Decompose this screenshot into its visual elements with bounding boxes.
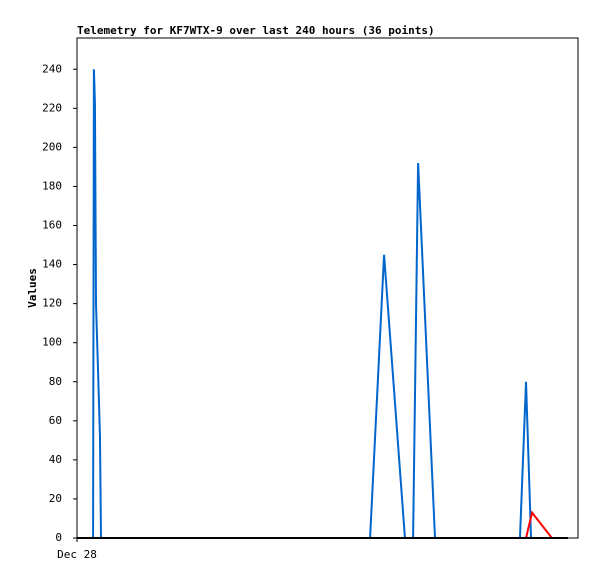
y-tick-label: 140 — [42, 258, 62, 271]
y-tick-label: 80 — [49, 375, 62, 388]
y-axis-label: Values — [26, 268, 39, 308]
y-tick-label: 240 — [42, 62, 62, 75]
y-tick-label: 120 — [42, 297, 62, 310]
plot-frame — [76, 37, 579, 539]
chart-title: Telemetry for KF7WTX-9 over last 240 hou… — [77, 24, 435, 37]
y-tick-label: 40 — [49, 453, 62, 466]
y-tick-label: 180 — [42, 179, 62, 192]
y-tick-label: 160 — [42, 219, 62, 232]
y-tick-label: 60 — [49, 414, 62, 427]
y-tick-label: 0 — [55, 531, 62, 544]
series-line — [92, 69, 568, 539]
y-tick-label: 20 — [49, 492, 62, 505]
y-tick-label: 220 — [42, 101, 62, 114]
series-line — [525, 510, 553, 539]
y-tick-label: 100 — [42, 336, 62, 349]
x-tick-label: Dec 28 — [57, 548, 97, 561]
y-tick-label: 200 — [42, 140, 62, 153]
